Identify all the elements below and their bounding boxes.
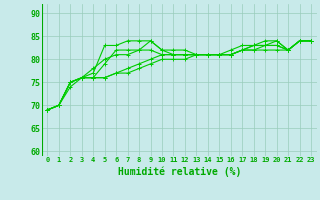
X-axis label: Humidité relative (%): Humidité relative (%): [117, 166, 241, 177]
